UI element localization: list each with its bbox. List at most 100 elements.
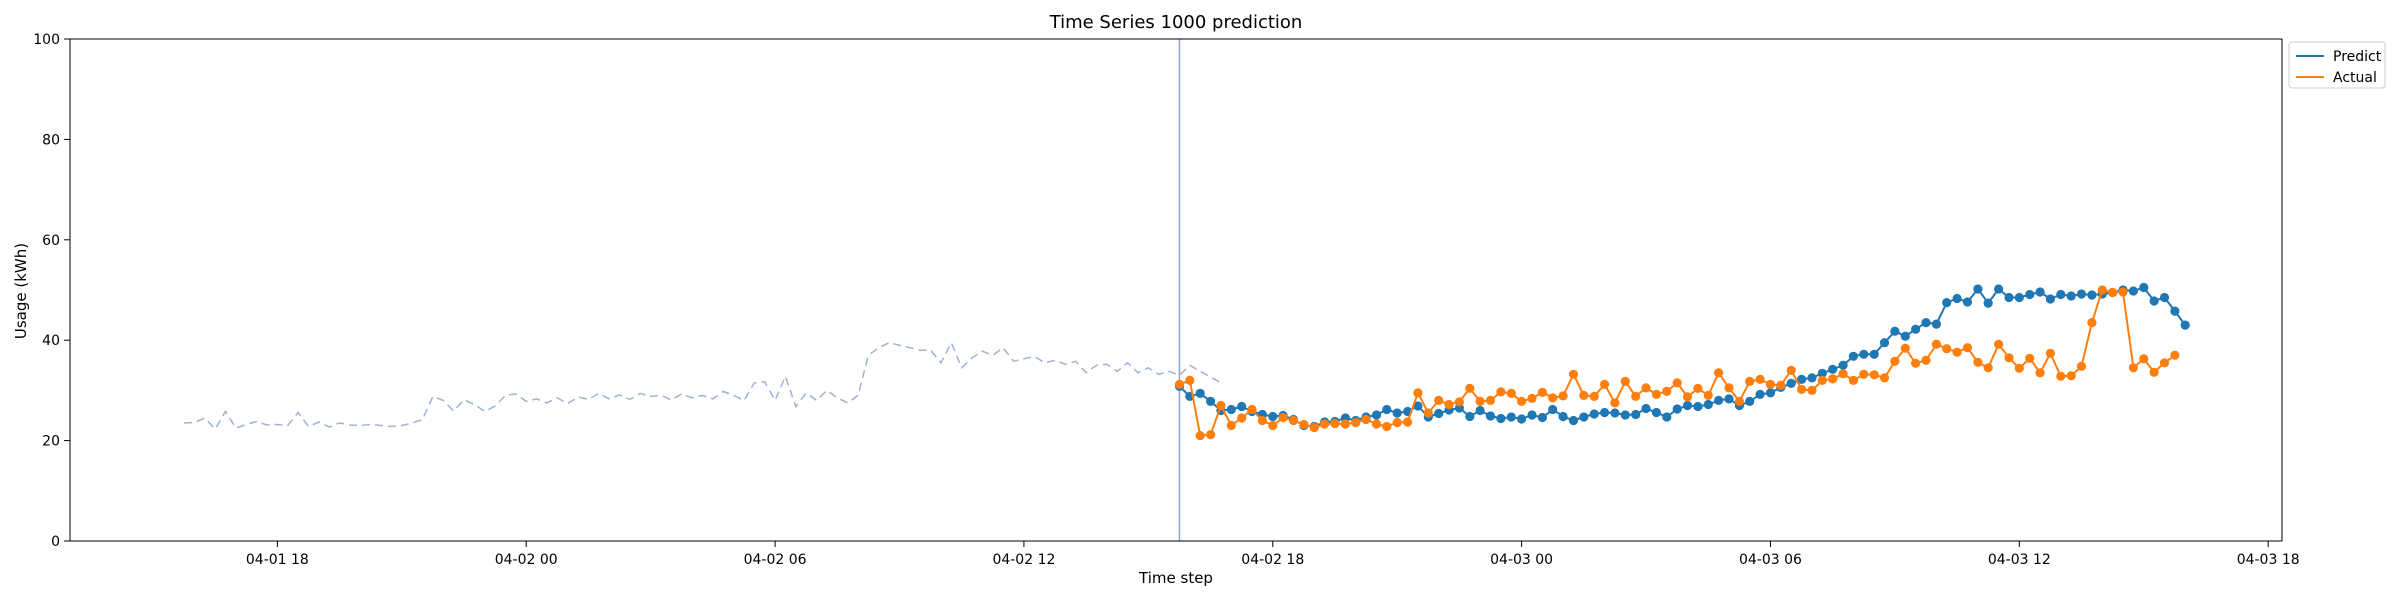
predict-point: [1755, 389, 1765, 399]
actual-point: [1786, 365, 1796, 375]
y-tick-label: 20: [42, 434, 60, 450]
actual-point: [1237, 413, 1247, 423]
actual-point: [1226, 420, 1236, 431]
actual-point: [1247, 404, 1257, 415]
predict-point: [1610, 408, 1620, 418]
predict-point: [1703, 399, 1713, 410]
predict-point: [1921, 318, 1931, 328]
actual-point: [1517, 396, 1527, 406]
predict-point: [1745, 396, 1755, 406]
history-line: [184, 340, 1222, 431]
predict-point: [2056, 289, 2066, 300]
plot-frame: [69, 38, 2283, 542]
actual-point: [1848, 375, 1858, 385]
predict-point: [1413, 401, 1423, 411]
actual-point: [1579, 390, 1589, 400]
predict-point: [2035, 287, 2045, 297]
actual-point: [2087, 318, 2097, 328]
actual-point: [1911, 358, 1921, 368]
actual-point: [2149, 367, 2159, 377]
actual-point: [1641, 383, 1651, 393]
actual-point: [1921, 355, 1931, 365]
actual-point: [1268, 420, 1278, 431]
predict-point: [1797, 374, 1807, 384]
x-tick-label: 04-02 12: [992, 552, 1055, 568]
actual-point: [2045, 348, 2055, 358]
predict-point: [2128, 286, 2138, 296]
predict-point: [1579, 412, 1589, 422]
x-tick-label: 04-02 06: [744, 552, 807, 568]
actual-point: [1320, 419, 1330, 429]
actual-point: [1371, 419, 1382, 429]
series-predict: [1174, 282, 2190, 432]
predict-point: [2014, 292, 2024, 303]
x-tick-label: 04-03 12: [1988, 552, 2051, 568]
actual-point: [1890, 356, 1900, 366]
legend-label-actual: Actual: [2333, 70, 2377, 86]
actual-point: [1724, 383, 1734, 393]
predict-point: [1682, 400, 1693, 411]
x-axis: 04-01 18 04-02 00 04-02 06 04-02 12 04-02 18…: [246, 541, 2300, 568]
actual-point: [1776, 380, 1786, 390]
x-tick-label: 04-02 18: [1241, 552, 1304, 568]
predict-point: [1537, 412, 1547, 423]
predict-point: [1879, 338, 1890, 348]
predict-point: [1828, 364, 1838, 374]
predict-point: [1973, 284, 1983, 294]
x-axis-title: Time step: [1138, 569, 1213, 587]
actual-point: [1589, 391, 1599, 401]
predict-point: [1517, 414, 1527, 424]
actual-point: [1299, 419, 1309, 430]
predict-point: [1382, 404, 1392, 415]
predict-point: [1994, 284, 2004, 294]
predict-point: [1848, 351, 1858, 361]
actual-point: [1838, 369, 1848, 379]
actual-point: [1952, 347, 1962, 357]
actual-point: [1413, 388, 1423, 398]
actual-point: [1703, 390, 1713, 400]
predict-point: [1496, 413, 1506, 424]
actual-point: [1444, 399, 1454, 410]
predict-point: [1568, 415, 1579, 426]
predict-point: [2087, 290, 2097, 300]
predict-point: [1206, 396, 1216, 406]
actual-point: [2025, 353, 2035, 363]
actual-point: [2170, 350, 2180, 360]
actual-point: [1714, 368, 1724, 378]
predict-point: [1268, 411, 1278, 422]
actual-point: [1869, 370, 1879, 380]
actual-point: [1185, 375, 1195, 385]
actual-point: [1900, 343, 1910, 353]
actual-point: [2076, 361, 2087, 371]
predict-point: [2025, 289, 2035, 300]
actual-point: [1610, 398, 1620, 408]
actual-point: [1195, 431, 1205, 441]
predict-point: [1620, 410, 1630, 420]
predict-point: [1527, 410, 1537, 420]
actual-point: [1797, 384, 1807, 394]
actual-point: [1434, 395, 1444, 405]
x-tick-label: 04-03 00: [1490, 552, 1553, 568]
y-tick-label: 60: [42, 233, 60, 249]
actual-point: [1682, 392, 1693, 402]
actual-point: [1465, 383, 1475, 393]
actual-point: [2118, 287, 2128, 297]
actual-point: [1973, 357, 1983, 367]
actual-point: [2159, 358, 2170, 368]
x-tick-label: 04-02 00: [495, 552, 558, 568]
chart-title: Time Series 1000 prediction: [1049, 12, 1303, 33]
series-actual: [1174, 285, 2180, 441]
actual-point: [1651, 389, 1661, 399]
actual-point: [1879, 373, 1890, 383]
actual-point: [1506, 388, 1516, 398]
predict-point: [2045, 294, 2055, 304]
predict-point: [1931, 319, 1941, 329]
actual-point: [1527, 393, 1537, 403]
history-series: [184, 340, 1222, 431]
actual-point: [2035, 368, 2045, 378]
actual-point: [2139, 354, 2149, 364]
predict-point: [2066, 291, 2076, 301]
actual-point: [1475, 396, 1485, 406]
actual-point: [1672, 378, 1682, 388]
